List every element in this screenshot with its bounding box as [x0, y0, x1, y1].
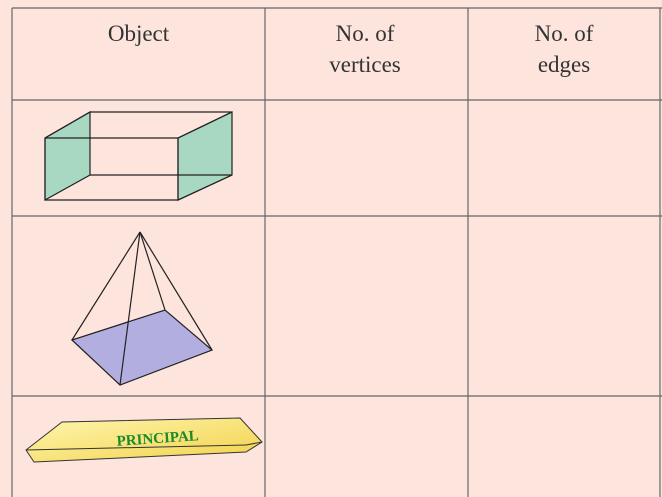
prism — [25, 417, 263, 463]
header-cell: No. of edges — [534, 21, 594, 77]
header-cell: Object — [107, 21, 170, 46]
header-cell: No. of vertices — [329, 21, 401, 77]
cuboid — [44, 110, 233, 202]
prism-label: PRINCIPAL — [116, 428, 199, 450]
pyramid — [70, 231, 214, 386]
